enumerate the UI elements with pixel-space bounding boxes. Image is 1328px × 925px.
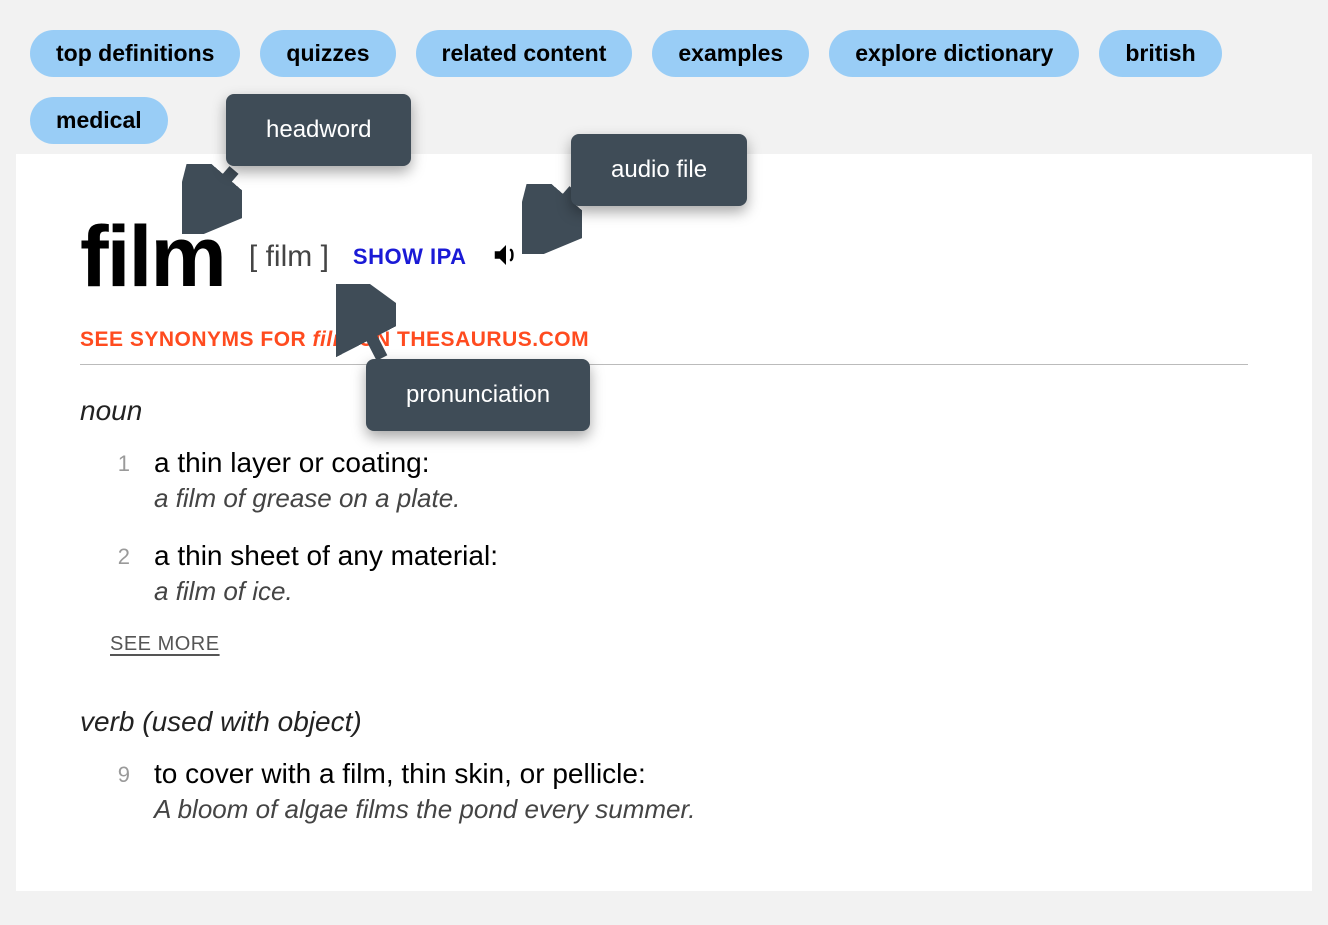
tab-related-content[interactable]: related content <box>416 30 633 77</box>
definition-text: to cover with a film, thin skin, or pell… <box>154 758 695 790</box>
tab-examples[interactable]: examples <box>652 30 809 77</box>
audio-icon[interactable] <box>491 240 521 275</box>
entry-card: headword audio file pronunciation film [… <box>16 154 1312 891</box>
synonyms-link[interactable]: SEE SYNONYMS FOR film ON THESAURUS.COM <box>80 328 1248 352</box>
definition-row: 1 a thin layer or coating: a film of gre… <box>110 447 1248 514</box>
tab-quizzes[interactable]: quizzes <box>260 30 395 77</box>
definitions-verb: 9 to cover with a film, thin skin, or pe… <box>110 758 1248 825</box>
definitions-noun: 1 a thin layer or coating: a film of gre… <box>110 447 1248 607</box>
definition-number: 1 <box>110 447 130 514</box>
tab-british[interactable]: british <box>1099 30 1221 77</box>
see-more-button[interactable]: SEE MORE <box>110 633 220 656</box>
definition-number: 2 <box>110 540 130 607</box>
definition-example: a film of ice. <box>154 576 498 607</box>
definition-number: 9 <box>110 758 130 825</box>
arrow-headword <box>182 164 242 234</box>
definition-text: a thin sheet of any material: <box>154 540 498 572</box>
definition-row: 9 to cover with a film, thin skin, or pe… <box>110 758 1248 825</box>
tab-explore-dictionary[interactable]: explore dictionary <box>829 30 1079 77</box>
show-ipa-button[interactable]: SHOW IPA <box>353 244 467 270</box>
headword-row: film [ film ] SHOW IPA <box>80 214 1248 300</box>
definition-text: a thin layer or coating: <box>154 447 460 479</box>
part-of-speech-verb: verb (used with object) <box>80 706 1248 738</box>
callout-headword: headword <box>226 94 411 166</box>
definition-row: 2 a thin sheet of any material: a film o… <box>110 540 1248 607</box>
tab-top-definitions[interactable]: top definitions <box>30 30 240 77</box>
tab-medical[interactable]: medical <box>30 97 168 144</box>
pronunciation: [ film ] <box>249 240 329 274</box>
definition-example: a film of grease on a plate. <box>154 483 460 514</box>
definition-example: A bloom of algae films the pond every su… <box>154 794 695 825</box>
arrow-pronunciation <box>336 284 396 364</box>
part-of-speech-noun: noun <box>80 395 1248 427</box>
callout-pronunciation: pronunciation <box>366 359 590 431</box>
callout-audio: audio file <box>571 134 747 206</box>
divider <box>80 364 1248 365</box>
tabs-bar: top definitions quizzes related content … <box>0 0 1328 154</box>
synonyms-link-prefix: SEE SYNONYMS FOR <box>80 328 313 351</box>
